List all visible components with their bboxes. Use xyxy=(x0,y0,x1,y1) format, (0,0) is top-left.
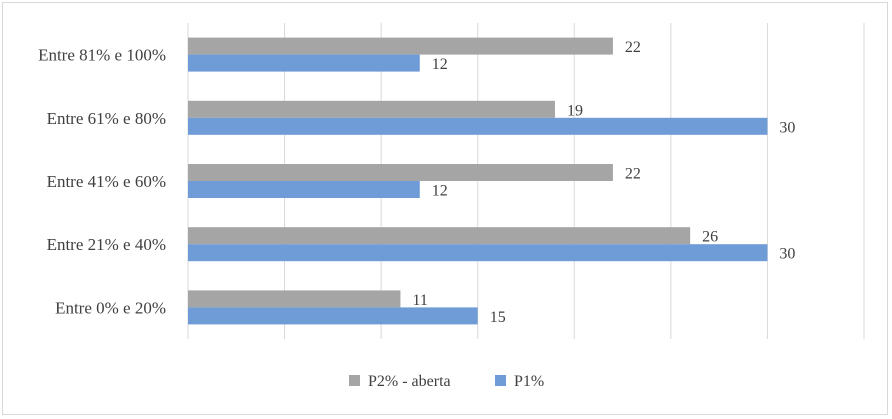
legend-label-p2-aberta: P2% - aberta xyxy=(368,373,451,390)
data-label-p2-aberta-entre-61-e-80: 19 xyxy=(567,102,583,119)
category-labels: Entre 0% e 20% Entre 21% e 40% Entre 41% e… xyxy=(38,46,166,318)
bar-p1-entre-61-e-80 xyxy=(188,117,768,135)
category-label-entre-41-e-60: Entre 41% e 60% xyxy=(47,172,166,191)
legend: P2% - aberta P1% xyxy=(349,373,544,390)
category-label-entre-61-e-80: Entre 61% e 80% xyxy=(47,109,166,128)
data-label-p1-entre-81-e-100: 12 xyxy=(432,56,448,73)
data-label-p2-aberta-entre-0-e-20: 11 xyxy=(412,292,427,309)
chart-frame xyxy=(2,2,888,415)
bar-p1-entre-0-e-20 xyxy=(188,307,478,325)
data-label-p2-aberta-entre-41-e-60: 22 xyxy=(625,166,641,183)
bar-p1-entre-21-e-40 xyxy=(188,244,768,262)
legend-swatch-p2-aberta xyxy=(349,375,360,386)
data-label-p1-entre-61-e-80: 30 xyxy=(779,119,795,136)
bar-p1-entre-41-e-60 xyxy=(188,181,420,198)
legend-swatch-p1 xyxy=(495,375,506,386)
data-label-p1-entre-41-e-60: 12 xyxy=(432,183,448,200)
bar-p2-aberta-entre-81-e-100 xyxy=(188,37,613,55)
bar-p2-aberta-entre-41-e-60 xyxy=(188,164,613,181)
bar-p2-aberta-entre-21-e-40 xyxy=(188,227,691,245)
bar-p2-aberta-entre-0-e-20 xyxy=(188,290,401,308)
data-label-p2-aberta-entre-21-e-40: 26 xyxy=(702,229,718,246)
category-label-entre-81-e-100: Entre 81% e 100% xyxy=(38,46,166,65)
data-label-p1-entre-0-e-20: 15 xyxy=(490,309,506,326)
bar-p2-aberta-entre-61-e-80 xyxy=(188,100,555,118)
legend-label-p1: P1% xyxy=(514,373,544,390)
bars xyxy=(188,37,768,325)
data-label-p2-aberta-entre-81-e-100: 22 xyxy=(625,39,641,56)
data-labels: 11 15 26 30 22 12 19 30 22 12 xyxy=(412,39,795,326)
bar-p1-entre-81-e-100 xyxy=(188,54,420,72)
data-label-p1-entre-21-e-40: 30 xyxy=(779,246,795,263)
category-label-entre-21-e-40: Entre 21% e 40% xyxy=(47,235,166,254)
category-label-entre-0-e-20: Entre 0% e 20% xyxy=(55,298,166,317)
